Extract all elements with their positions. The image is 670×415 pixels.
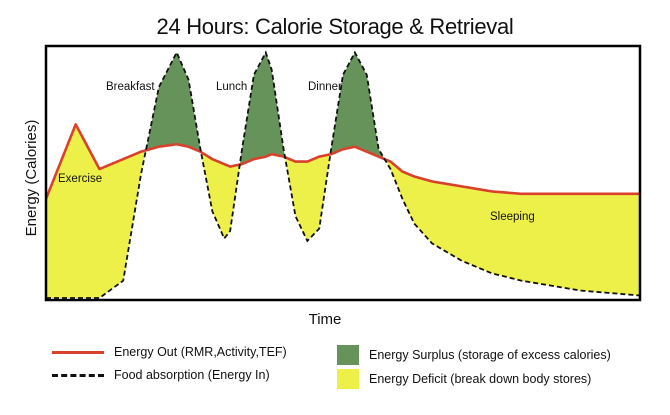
annotation-sleeping: Sleeping xyxy=(490,211,535,223)
legend-label: Energy Out (RMR,Activity,TEF) xyxy=(114,345,287,359)
plot-frame xyxy=(44,44,642,302)
deficit-area xyxy=(200,149,241,239)
deficit-area xyxy=(384,159,640,296)
deficit-area xyxy=(284,149,332,241)
annotation-exercise: Exercise xyxy=(58,173,102,185)
chart-labels: Time Energy (Calories) Exercise Breakfast Lu… xyxy=(23,81,535,328)
legend-label: Energy Surplus (storage of excess calori… xyxy=(369,348,611,362)
legend-line-dashed xyxy=(52,373,104,377)
chart-title: 24 Hours: Calorie Storage & Retrieval xyxy=(156,14,514,39)
legend-swatch-green xyxy=(337,345,359,365)
series-lines xyxy=(44,50,641,299)
legend-item-food-absorption: Food absorption (Energy In) xyxy=(52,368,270,382)
annotation-dinner: Dinner xyxy=(308,81,342,93)
legend-line-red xyxy=(52,350,104,354)
legend-item-surplus: Energy Surplus (storage of excess calori… xyxy=(337,345,611,365)
x-axis-label: Time xyxy=(309,311,342,328)
legend-label: Energy Deficit (break down body stores) xyxy=(369,372,592,386)
annotation-lunch: Lunch xyxy=(216,81,247,93)
y-axis-label: Energy (Calories) xyxy=(23,120,40,237)
legend-label: Food absorption (Energy In) xyxy=(114,368,270,382)
legend-swatch-yellow xyxy=(337,369,359,389)
legend-item-energy-out: Energy Out (RMR,Activity,TEF) xyxy=(52,345,287,359)
series-line-food-absorption xyxy=(46,50,641,299)
series-line-energy-out xyxy=(44,123,641,200)
deficit-area xyxy=(46,124,146,299)
surplus-area xyxy=(330,52,386,161)
surplus-area xyxy=(239,52,286,170)
annotation-breakfast: Breakfast xyxy=(106,81,155,93)
legend-item-deficit: Energy Deficit (break down body stores) xyxy=(337,369,591,389)
